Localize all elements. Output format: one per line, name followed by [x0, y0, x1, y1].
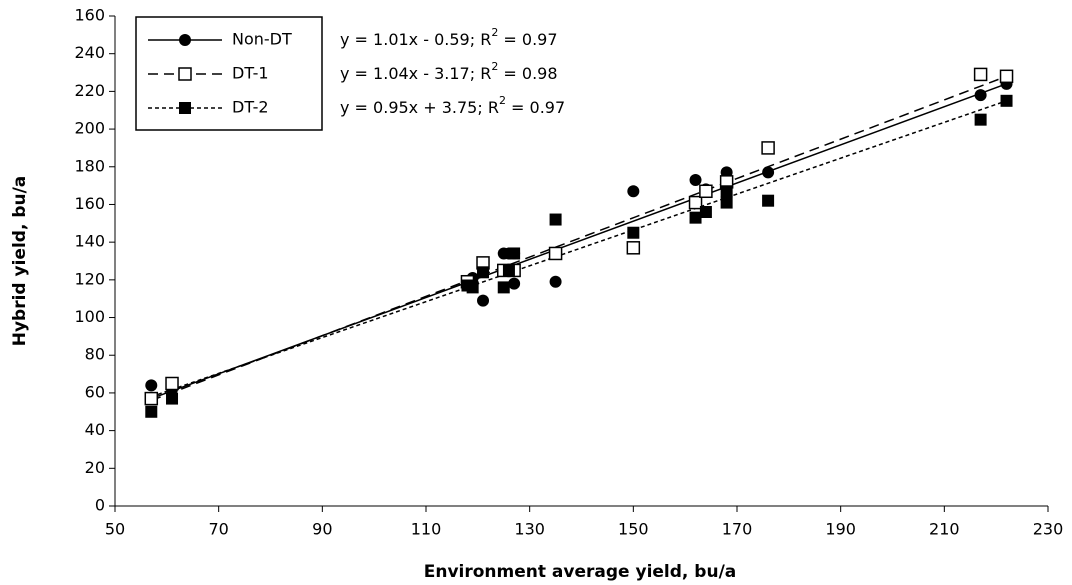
equation: y = 0.95x + 3.75; R2 = 0.97 [340, 94, 565, 117]
point [145, 379, 158, 392]
equation-sup: 2 [499, 94, 506, 107]
x-tick-label: 170 [722, 520, 753, 539]
point [688, 195, 703, 210]
equation-sup: 2 [491, 60, 498, 73]
equation-sup: 2 [491, 26, 498, 39]
equation-text: y = 1.04x - 3.17; R [340, 64, 491, 83]
y-tick-label: 40 [85, 420, 105, 439]
point [508, 277, 521, 290]
y-tick-label: 120 [74, 269, 105, 288]
y-tick-label: 200 [74, 119, 105, 138]
legend-marker [179, 102, 191, 114]
x-tick-label: 110 [411, 520, 442, 539]
x-tick-label: 230 [1033, 520, 1064, 539]
point [699, 184, 713, 199]
point [1000, 94, 1013, 107]
point [689, 173, 702, 186]
y-tick-label: 20 [85, 458, 105, 477]
point [477, 266, 490, 279]
point [762, 194, 775, 207]
x-tick-label: 90 [312, 520, 332, 539]
legend-marker [179, 34, 191, 46]
x-tick-label: 70 [208, 520, 228, 539]
equation-value: = 0.97 [506, 98, 565, 117]
point [627, 185, 640, 198]
x-tick-label: 130 [514, 520, 545, 539]
x-tick-label: 190 [825, 520, 856, 539]
equation: y = 1.01x - 0.59; R2 = 0.97 [340, 26, 558, 49]
trend-line [151, 100, 1007, 398]
point [549, 275, 562, 288]
point [699, 206, 712, 218]
point [974, 113, 987, 126]
equation-text: y = 0.95x + 3.75; R [340, 98, 499, 117]
x-tick-label: 50 [105, 520, 125, 539]
equation-text: y = 1.01x - 0.59; R [340, 30, 491, 49]
point [549, 213, 562, 226]
y-tick-label: 60 [85, 382, 105, 401]
point [999, 69, 1014, 84]
point [720, 196, 733, 209]
point [689, 211, 702, 224]
point [502, 264, 515, 277]
point [508, 247, 521, 260]
point [497, 281, 510, 294]
trend-line [151, 75, 1007, 402]
legend-box [135, 16, 323, 131]
x-tick-label: 150 [618, 520, 649, 539]
equation-value: = 0.97 [498, 30, 557, 49]
y-tick-label: 160 [74, 6, 105, 25]
y-tick-label: 100 [74, 307, 105, 326]
point [974, 89, 987, 102]
point [761, 141, 775, 155]
point [720, 185, 733, 198]
legend-label: DT-1 [232, 64, 269, 83]
y-tick-label: 0 [95, 496, 105, 515]
y-tick-label: 180 [74, 156, 105, 175]
y-tick-label: 240 [74, 43, 105, 62]
legend-label: Non-DT [232, 30, 292, 49]
point [477, 294, 490, 307]
y-tick-label: 80 [85, 345, 105, 364]
x-tick-label: 210 [929, 520, 960, 539]
point [145, 405, 158, 418]
legend-marker [178, 67, 192, 81]
point [466, 281, 479, 294]
point [548, 246, 563, 261]
y-tick-label: 140 [74, 232, 105, 251]
point [166, 392, 179, 405]
point [627, 226, 640, 239]
equation-value: = 0.98 [498, 64, 557, 83]
point [762, 166, 775, 179]
x-axis-title: Environment average yield, bu/a [424, 562, 737, 582]
point [973, 67, 988, 82]
equation: y = 1.04x - 3.17; R2 = 0.98 [340, 60, 558, 83]
point [144, 391, 159, 406]
y-tick-label: 160 [74, 194, 105, 213]
point [626, 241, 641, 255]
point [165, 376, 179, 391]
y-axis-title: Hybrid yield, bu/a [10, 176, 30, 347]
y-tick-label: 220 [74, 81, 105, 100]
legend-label: DT-2 [232, 98, 269, 117]
